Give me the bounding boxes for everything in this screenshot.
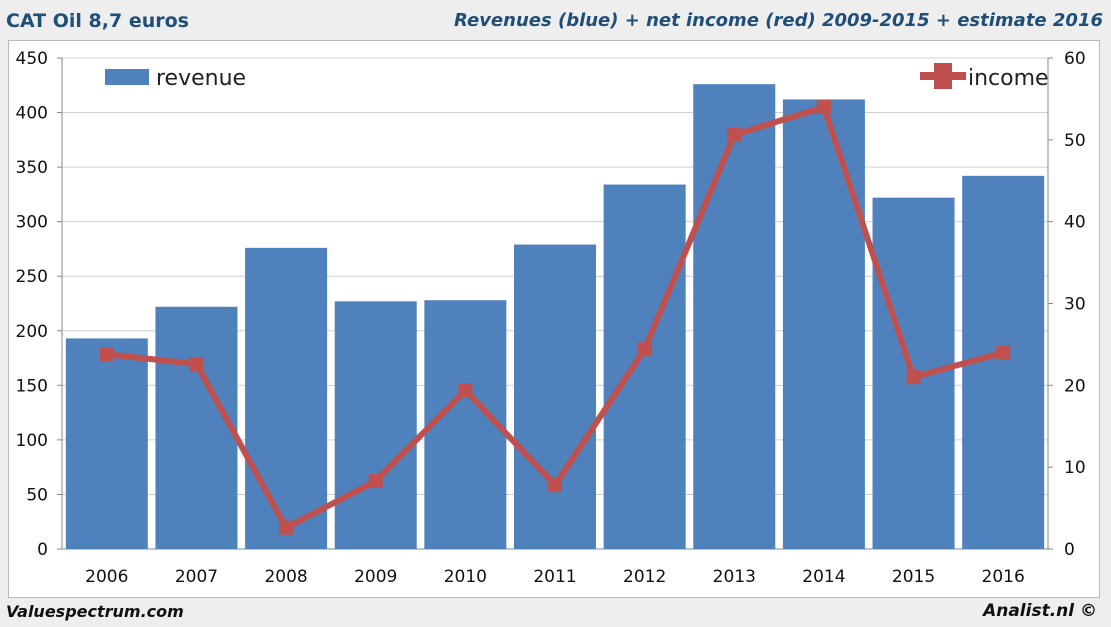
- income-point-2006: [99, 347, 114, 362]
- y-left-tick-label: 0: [37, 540, 48, 560]
- x-tick-label: 2010: [444, 567, 487, 587]
- x-tick-label: 2011: [533, 567, 576, 587]
- income-point-2011: [548, 478, 562, 493]
- y-right-tick-label: 0: [1064, 540, 1075, 560]
- bar-2006: [65, 338, 148, 549]
- income-point-2012: [637, 342, 652, 357]
- income-point-2014: [816, 100, 831, 115]
- bar-2007: [155, 306, 238, 549]
- y-right-tick-label: 50: [1064, 131, 1086, 151]
- bar-2011: [514, 244, 596, 549]
- bar-2014: [782, 99, 865, 549]
- legend-income-label: income: [968, 66, 1049, 91]
- bar-2010: [424, 300, 507, 549]
- y-left-tick-label: 150: [16, 376, 48, 396]
- x-tick-label: 2013: [713, 567, 756, 587]
- income-point-2008: [279, 520, 294, 535]
- chart-title: CAT Oil 8,7 euros: [6, 10, 189, 32]
- y-right-tick-label: 10: [1064, 458, 1086, 478]
- legend-income-marker: [934, 63, 952, 89]
- income-point-2010: [458, 383, 473, 398]
- y-left-tick-label: 250: [16, 267, 48, 287]
- y-left-tick-label: 450: [16, 49, 48, 69]
- x-tick-label: 2015: [892, 567, 935, 587]
- income-point-2016: [996, 345, 1011, 360]
- x-tick-label: 2007: [175, 567, 218, 587]
- income-point-2013: [727, 127, 742, 142]
- y-left-tick-label: 300: [16, 213, 48, 233]
- x-tick-label: 2008: [264, 567, 307, 587]
- x-tick-label: 2009: [354, 567, 397, 587]
- bar-2009: [334, 301, 417, 549]
- x-tick-label: 2006: [85, 567, 128, 587]
- x-tick-label: 2014: [802, 567, 845, 587]
- legend-revenue-label: revenue: [156, 66, 246, 91]
- y-left-tick-label: 50: [26, 485, 48, 505]
- y-left-tick-label: 400: [16, 104, 48, 124]
- y-left-tick-label: 350: [16, 158, 48, 178]
- income-point-2015: [906, 370, 921, 385]
- bar-2013: [693, 84, 776, 549]
- y-right-tick-label: 40: [1064, 213, 1086, 233]
- bar-2012: [603, 184, 686, 549]
- x-tick-label: 2012: [623, 567, 666, 587]
- y-left-tick-label: 200: [16, 322, 48, 342]
- chart-subtitle: Revenues (blue) + net income (red) 2009-…: [454, 10, 1103, 31]
- y-right-tick-label: 20: [1064, 376, 1086, 396]
- y-right-tick-label: 60: [1064, 49, 1086, 69]
- income-point-2007: [189, 357, 204, 372]
- footer-credit: Analist.nl ©: [983, 601, 1097, 621]
- y-right-tick-label: 30: [1064, 295, 1086, 315]
- x-tick-label: 2016: [982, 567, 1025, 587]
- legend-revenue-swatch: [105, 69, 149, 85]
- y-left-tick-label: 100: [16, 431, 48, 451]
- bar-2008: [245, 247, 328, 549]
- income-point-2009: [368, 474, 383, 489]
- footer-source: Valuespectrum.com: [6, 602, 184, 621]
